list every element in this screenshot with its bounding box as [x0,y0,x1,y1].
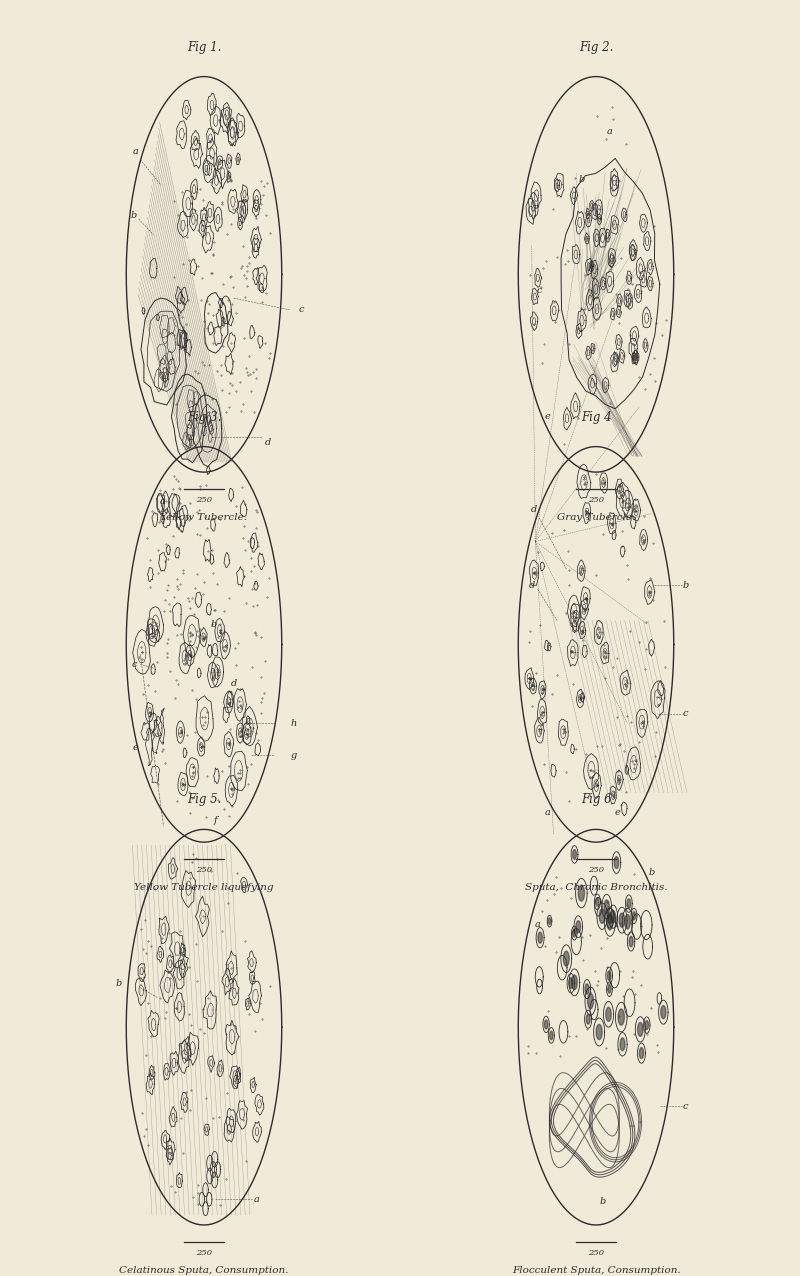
Polygon shape [608,912,612,924]
Polygon shape [661,1005,666,1018]
Text: a: a [545,808,550,817]
Polygon shape [606,1007,611,1021]
Polygon shape [614,856,619,869]
Text: Fig 6: Fig 6 [581,794,611,806]
Polygon shape [596,897,599,906]
Text: 250: 250 [588,1249,604,1257]
Text: b: b [599,1197,606,1206]
Polygon shape [638,1022,643,1036]
Polygon shape [607,971,611,980]
Polygon shape [573,850,577,859]
Text: Yellow Tubercle liquefying: Yellow Tubercle liquefying [134,883,274,892]
Polygon shape [599,909,605,924]
Text: c: c [683,1101,689,1111]
Polygon shape [620,1037,625,1050]
Text: Sputa,  Chronic Bronchitis.: Sputa, Chronic Bronchitis. [525,883,667,892]
Text: d: d [530,505,537,514]
Polygon shape [618,1009,625,1025]
Text: c: c [131,660,137,669]
Polygon shape [573,929,576,937]
Text: e: e [615,808,621,817]
Polygon shape [569,977,573,989]
Text: Fig 1.: Fig 1. [187,41,221,54]
Text: 250: 250 [588,496,604,504]
Polygon shape [585,984,589,994]
Text: c: c [683,709,689,718]
Text: d: d [230,679,237,689]
Text: b: b [210,620,217,629]
Text: Fig 2.: Fig 2. [579,41,613,54]
Text: a: a [534,920,541,929]
Text: 250: 250 [196,496,212,504]
Polygon shape [563,951,570,966]
Text: c: c [537,286,542,295]
Text: Fig 3.: Fig 3. [187,411,221,424]
Polygon shape [639,1048,644,1059]
Text: Fig 5.: Fig 5. [187,794,221,806]
Text: b: b [649,869,655,878]
Text: g: g [290,750,297,759]
Text: a: a [133,147,138,156]
Polygon shape [571,975,578,990]
Polygon shape [627,898,630,909]
Text: a: a [254,1194,260,1203]
Polygon shape [548,917,551,924]
Polygon shape [578,886,585,901]
Text: 250: 250 [196,1249,212,1257]
Text: b: b [115,979,122,988]
Polygon shape [550,1031,553,1040]
Polygon shape [576,921,581,933]
Polygon shape [625,915,630,929]
Text: d: d [265,438,271,447]
Text: c: c [299,305,305,314]
Polygon shape [587,993,594,1009]
Polygon shape [538,931,542,943]
Polygon shape [604,900,610,914]
Text: Yellow Tubercle.: Yellow Tubercle. [161,513,247,522]
Text: e: e [545,412,550,421]
Text: e: e [133,743,138,752]
Text: a: a [607,128,613,137]
Polygon shape [632,911,636,920]
Text: b: b [130,211,136,219]
Text: f: f [214,815,218,824]
Text: d: d [528,581,534,590]
Text: Fig 4: Fig 4 [581,411,611,424]
Text: 250: 250 [588,866,604,874]
Text: b: b [579,175,585,184]
Text: Gray Tubercle.: Gray Tubercle. [557,513,635,522]
Polygon shape [610,910,615,923]
Text: Flocculent Sputa, Consumption.: Flocculent Sputa, Consumption. [512,1266,680,1275]
Polygon shape [645,1021,649,1030]
Polygon shape [608,985,611,993]
Polygon shape [544,1020,548,1028]
Text: h: h [290,718,297,729]
Polygon shape [586,1014,590,1025]
Text: 250: 250 [196,866,212,874]
Text: a: a [160,498,166,507]
Text: Celatinous Sputa, Consumption.: Celatinous Sputa, Consumption. [119,1266,289,1275]
Text: b: b [682,581,689,590]
Polygon shape [619,914,625,928]
Polygon shape [629,937,633,947]
Polygon shape [607,915,613,930]
Polygon shape [596,1025,602,1040]
